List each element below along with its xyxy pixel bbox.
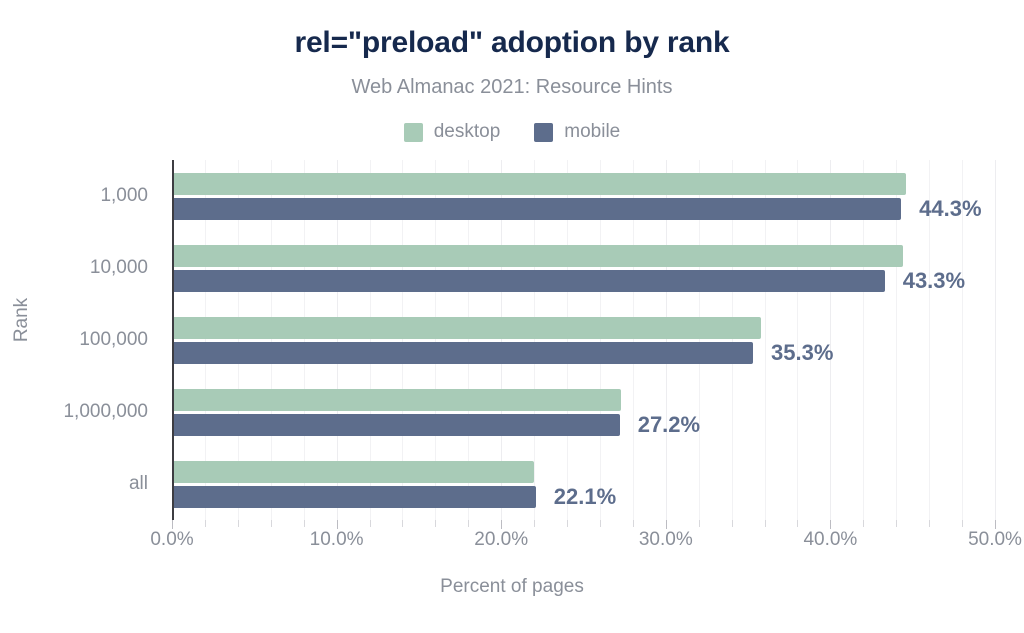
y-axis-tick-labels: 1,000 10,000 100,000 1,000,000 all [0,160,162,520]
gridline [204,160,206,520]
gridline [698,160,700,520]
x-axis-tick-mark [435,520,437,527]
legend-item-mobile[interactable]: mobile [534,121,620,143]
gridline [731,160,733,520]
legend-swatch-icon [534,122,554,142]
x-axis-tick-mark [534,520,536,527]
x-axis-tick-mark [468,520,470,527]
gridline [435,160,437,520]
chart-subtitle: Web Almanac 2021: Resource Hints [351,76,673,98]
x-axis-tick-mark [567,520,569,527]
gridline [665,160,667,520]
bar-value-label: 27.2% [637,411,701,437]
plot-background [172,160,995,520]
gridline [270,160,272,520]
gridline [632,160,634,520]
gridline [995,160,996,520]
x-axis-tick-mark [237,520,239,527]
x-axis-tick-mark [665,520,667,529]
x-axis-tick-mark [303,520,305,527]
x-axis-tick-mark [929,520,931,527]
bar-value-label: 22.1% [553,483,617,509]
legend-swatch-icon [403,122,423,142]
gridline [962,160,964,520]
bar-mobile-100000[interactable] [172,341,754,364]
x-axis-tick-mark [764,520,766,527]
x-axis-tick-mark [896,520,898,527]
chart-legend: desktop mobile [0,121,1024,143]
gridline [237,160,239,520]
x-axis-tick-mark [731,520,733,527]
bar-mobile-1000000[interactable] [172,413,620,436]
legend-item-desktop[interactable]: desktop [403,121,501,143]
y-axis-tick-label: all [128,473,148,494]
gridline [336,160,338,520]
bar-value-label: 35.3% [771,339,834,365]
x-axis-tick-mark [698,520,700,527]
x-axis-tick-label: 50.0% [968,529,1022,550]
y-axis-tick-label: 10,000 [89,257,148,278]
x-axis-title: Percent of pages [440,576,584,597]
gridline [468,160,470,520]
gridline [567,160,569,520]
legend-item-label: mobile [564,121,621,142]
x-axis-tick-mark [863,520,865,527]
x-axis-tick-label: 0.0% [150,529,194,550]
x-axis-tick-mark [995,520,996,529]
gridline [402,160,404,520]
bar-value-label: 44.3% [919,195,982,221]
y-axis-tick-label: 1,000 [100,185,148,206]
plot-area [172,160,996,520]
x-axis-tick-label: 40.0% [803,529,858,550]
x-axis-tick-label: 30.0% [638,529,693,550]
bar-desktop-all[interactable] [172,460,535,483]
x-axis-tick-mark [172,520,173,529]
x-axis-tick-mark [402,520,404,527]
y-axis-tick-label: 1,000,000 [63,401,148,422]
bar-mobile-1000[interactable] [172,197,902,220]
x-axis-tick-mark [830,520,832,529]
gridline [501,160,503,520]
gridline [896,160,898,520]
y-axis-tick-label: 100,000 [79,329,148,350]
x-axis-tick-mark [270,520,272,527]
bar-desktop-1000[interactable] [172,172,907,195]
gridline [797,160,799,520]
legend-item-label: desktop [433,121,501,142]
chart-title: rel="preload" adoption by rank [294,26,730,59]
bar-desktop-1000000[interactable] [172,388,622,411]
gridline [830,160,832,520]
bar-desktop-100000[interactable] [172,316,762,339]
gridline [599,160,601,520]
gridline [929,160,931,520]
x-axis-tick-label: 20.0% [474,529,529,550]
bar-desktop-10000[interactable] [172,244,903,267]
x-axis-tick-mark [336,520,338,529]
x-axis-tick-label: 10.0% [309,529,364,550]
x-axis-tick-mark [501,520,503,529]
y-axis-line [172,160,174,520]
gridline [764,160,766,520]
x-axis-tick-mark [632,520,634,527]
bar-value-label: 43.3% [902,267,966,293]
gridline [863,160,865,520]
x-axis-tick-mark [369,520,371,527]
gridline [303,160,305,520]
gridline [369,160,371,520]
bar-mobile-10000[interactable] [172,269,885,292]
bar-mobile-all[interactable] [172,485,536,508]
x-axis-tick-mark [962,520,964,527]
gridline [534,160,536,520]
x-axis-tick-mark [797,520,799,527]
x-axis-tick-mark [599,520,601,527]
y-axis-title: Rank [11,297,32,343]
x-axis-tick-mark [204,520,206,527]
